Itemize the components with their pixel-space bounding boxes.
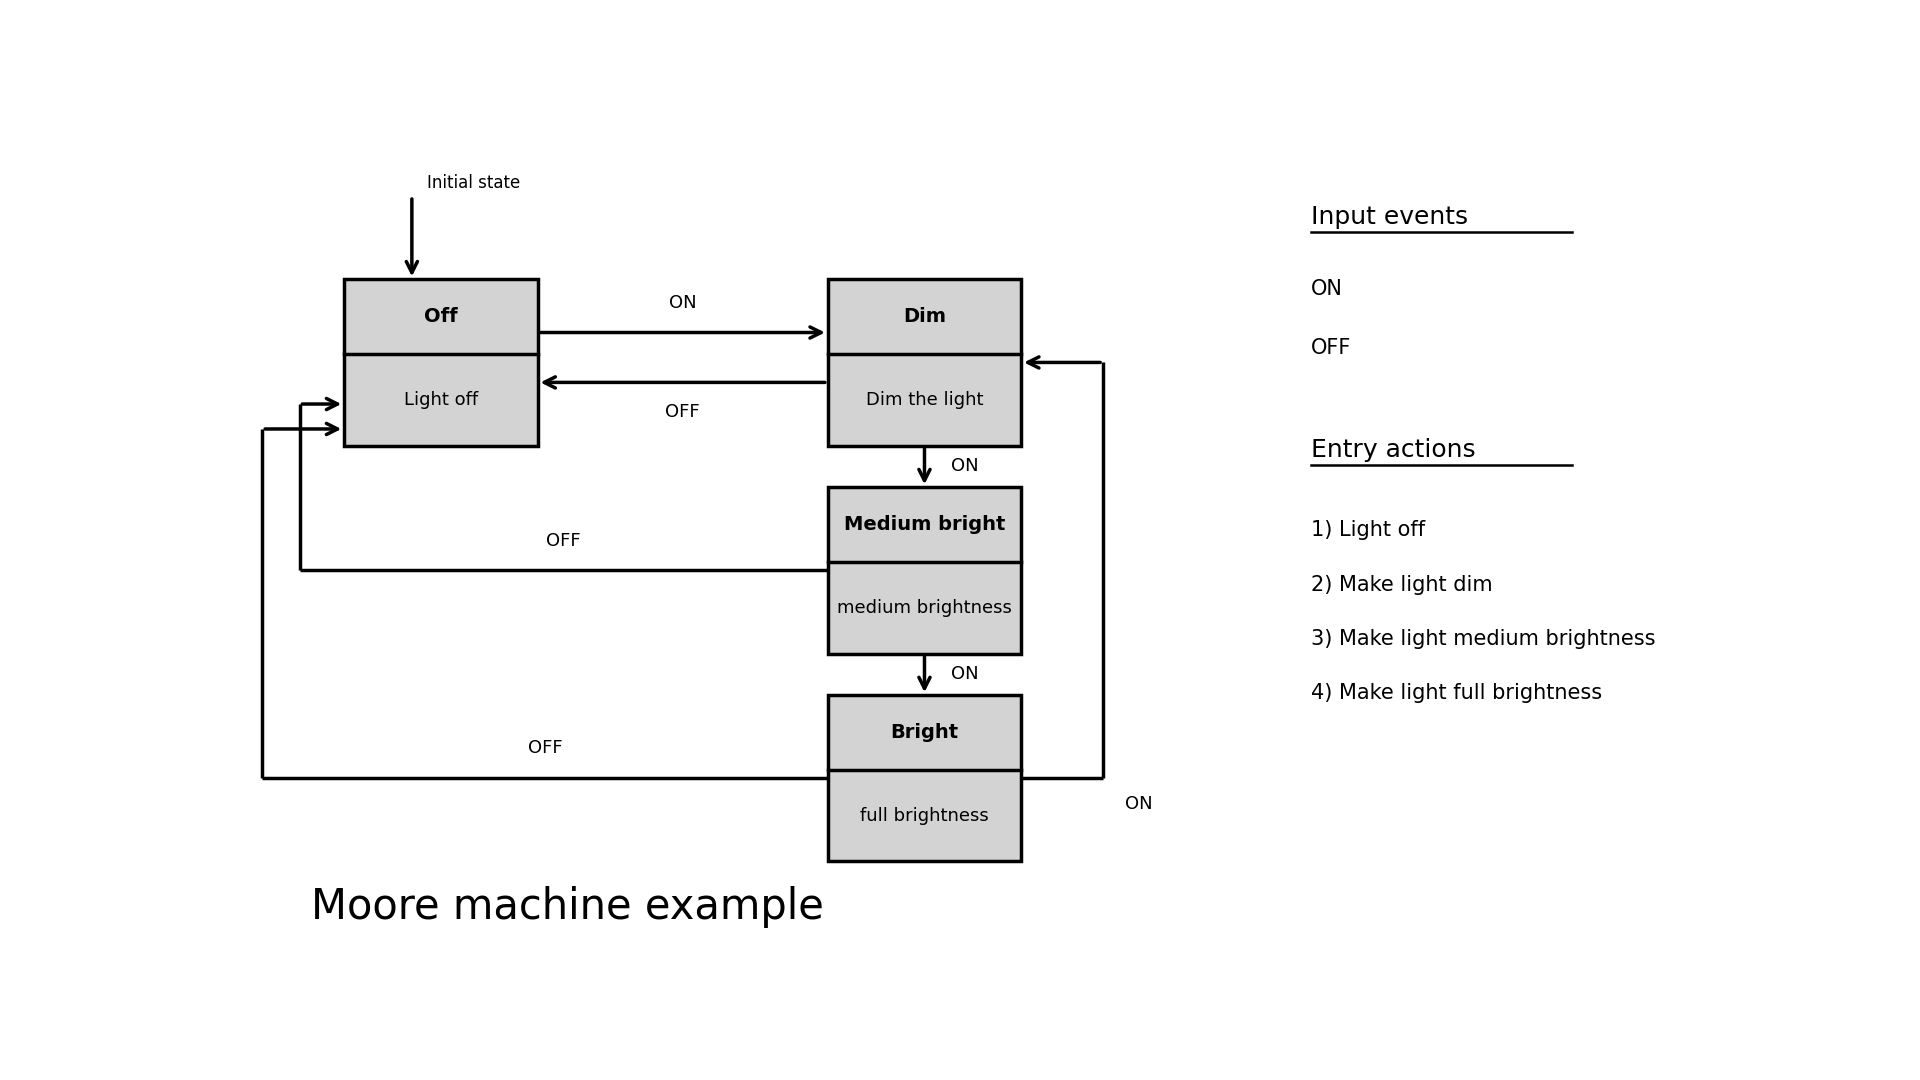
Text: Input events: Input events	[1311, 205, 1469, 229]
Text: OFF: OFF	[666, 403, 701, 421]
Text: ON: ON	[1125, 795, 1154, 813]
Text: Entry actions: Entry actions	[1311, 438, 1476, 462]
Bar	[344, 280, 538, 446]
Text: Moore machine example: Moore machine example	[311, 886, 824, 928]
Text: Initial state: Initial state	[426, 174, 520, 192]
Text: OFF: OFF	[528, 740, 563, 757]
Text: Off: Off	[424, 307, 457, 326]
Bar	[828, 280, 1021, 446]
Text: 1) Light off: 1) Light off	[1311, 521, 1425, 540]
Text: 2) Make light dim: 2) Make light dim	[1311, 575, 1494, 594]
Text: medium brightness: medium brightness	[837, 598, 1012, 617]
Text: ON: ON	[668, 294, 697, 312]
Text: full brightness: full brightness	[860, 807, 989, 825]
Bar	[828, 487, 1021, 653]
Bar	[828, 696, 1021, 862]
Text: OFF: OFF	[547, 531, 582, 550]
Text: 4) Make light full brightness: 4) Make light full brightness	[1311, 683, 1603, 703]
Text: Light off: Light off	[403, 391, 478, 409]
Text: OFF: OFF	[1311, 337, 1352, 357]
Text: ON: ON	[1311, 280, 1344, 299]
Text: Bright: Bright	[891, 723, 958, 742]
Text: ON: ON	[950, 458, 979, 475]
Text: Dim the light: Dim the light	[866, 391, 983, 409]
Text: Medium bright: Medium bright	[843, 515, 1006, 535]
Text: 3) Make light medium brightness: 3) Make light medium brightness	[1311, 629, 1655, 649]
Text: Dim: Dim	[902, 307, 947, 326]
Text: ON: ON	[950, 665, 979, 684]
